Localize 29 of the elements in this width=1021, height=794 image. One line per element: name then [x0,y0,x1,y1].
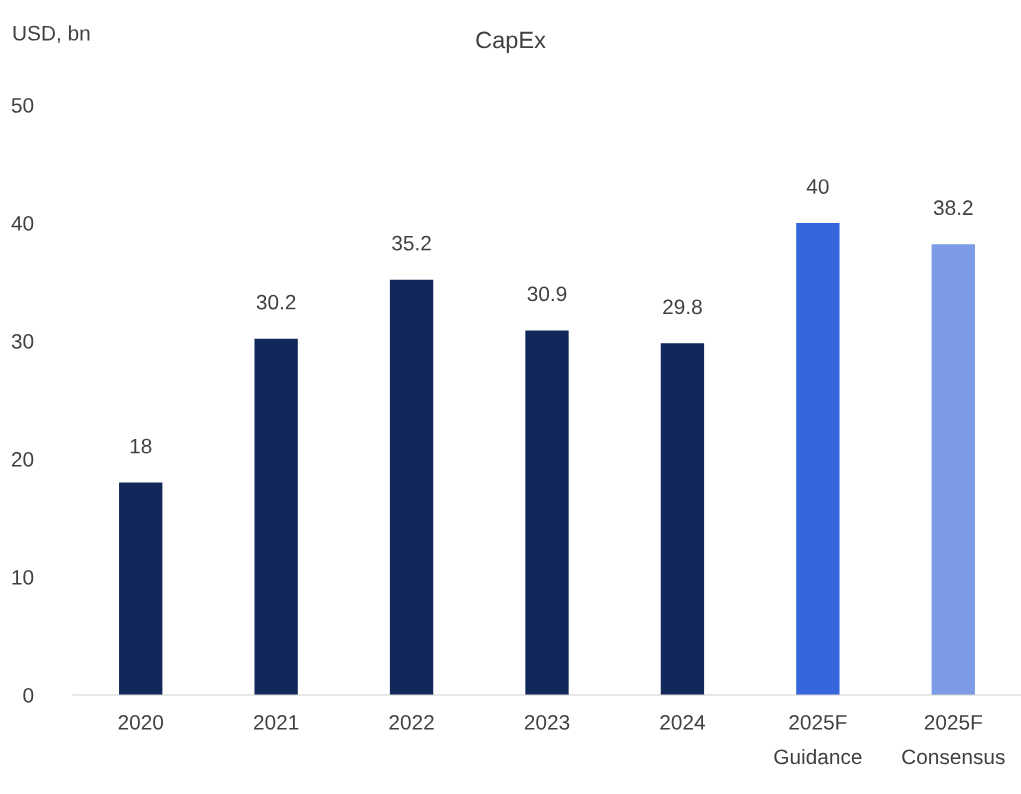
data-label: 38.2 [933,200,973,216]
x-tick-label: 2025F Guidance [774,714,862,765]
data-label: 40 [806,179,829,194]
chart-title: CapEx [476,31,546,53]
data-label: 30.2 [256,294,296,310]
x-tick-label: 2021 [254,714,299,730]
data-label: 18 [130,438,152,454]
y-tick-label: 40 [11,216,34,231]
y-axis-title: USD, bn [13,25,90,44]
data-label: 35.2 [392,235,431,251]
y-tick-label: 50 [11,98,34,113]
x-tick-label: 2022 [389,714,434,730]
x-tick-label: 2023 [524,714,570,730]
bar [254,338,298,695]
bar [660,343,705,695]
x-tick-label: 2025F Consensus [902,714,1005,765]
y-tick-label: 20 [11,452,34,467]
y-tick-label: 10 [12,570,34,585]
x-tick-label: 2020 [118,714,164,730]
bar [119,482,163,695]
bar [525,330,569,695]
y-tick-label: 0 [23,688,34,703]
y-tick-label: 30 [11,334,34,349]
bar [796,223,840,695]
data-label: 29.8 [663,299,702,315]
bar [389,279,434,695]
bar [931,244,975,695]
data-label: 30.9 [527,286,567,302]
x-tick-label: 2024 [660,714,705,730]
